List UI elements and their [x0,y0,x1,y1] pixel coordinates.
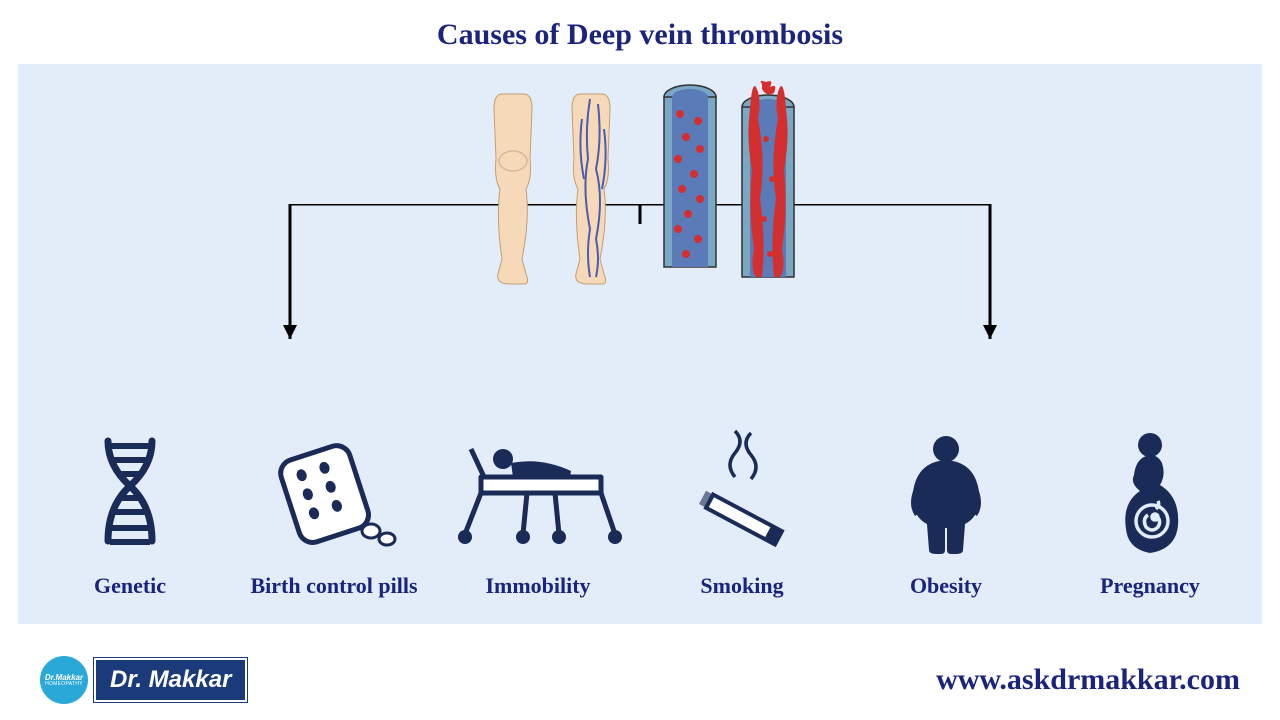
logo-circle-icon: Dr.Makkar HOMEOPATHY [40,656,88,704]
cigarette-icon [687,434,797,554]
cause-label: Immobility [485,572,590,600]
cause-label: Genetic [94,572,166,600]
cause-obesity: Obesity [851,434,1041,600]
cause-smoking: Smoking [647,434,837,600]
central-illustration [482,79,798,289]
vessels-icon [660,79,798,289]
cause-label: Obesity [910,572,982,600]
cause-pregnancy: Pregnancy [1055,434,1245,600]
dna-icon [90,434,170,554]
pregnancy-icon [1108,434,1193,554]
cause-label: Birth control pills [250,572,417,600]
website-url: www.askdrmakkar.com [936,663,1240,697]
page-title: Causes of Deep vein thrombosis [0,0,1280,64]
cause-genetic: Genetic [35,434,225,600]
logo-box: Dr. Makkar [94,658,247,702]
infographic-panel: Genetic Birth control p [18,64,1262,624]
legs-icon [482,89,630,289]
cause-immobility: Immobility [443,434,633,600]
footer: Dr.Makkar HOMEOPATHY Dr. Makkar www.askd… [0,650,1280,720]
cause-pills: Birth control pills [239,434,429,600]
pills-icon [269,434,399,554]
obesity-icon [901,434,991,554]
cause-label: Smoking [700,572,783,600]
logo: Dr.Makkar HOMEOPATHY Dr. Makkar [40,656,247,704]
bed-icon [451,434,626,554]
cause-label: Pregnancy [1100,572,1200,600]
causes-row: Genetic Birth control p [18,434,1262,600]
